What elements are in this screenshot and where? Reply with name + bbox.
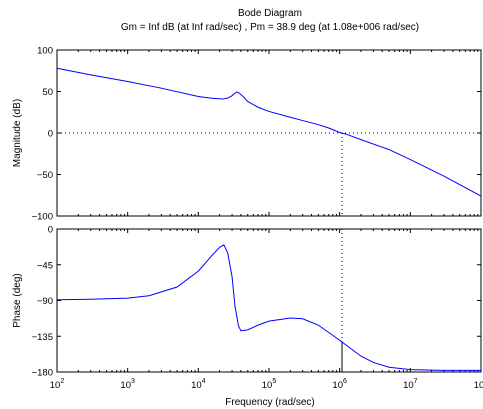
chart-title: Bode Diagram [238, 8, 302, 19]
y-tick-label: −50 [37, 170, 53, 181]
phase-ylabel: Phase (deg) [12, 273, 23, 327]
magnitude-ylabel: Magnitude (dB) [12, 99, 23, 167]
x-tick-label: 103 [120, 378, 135, 391]
y-tick-label: 0 [48, 225, 53, 236]
y-tick-label: −45 [37, 260, 53, 271]
chart-subtitle: Gm = Inf dB (at Inf rad/sec) , Pm = 38.9… [121, 22, 419, 33]
y-tick-label: −180 [32, 368, 53, 379]
y-tick-label: 0 [48, 129, 53, 140]
x-tick-label: 106 [332, 378, 347, 391]
y-tick-label: −135 [32, 332, 53, 343]
x-tick-label: 105 [262, 378, 277, 391]
x-tick-label: 104 [191, 378, 206, 391]
phase-x-ticks [56, 229, 482, 372]
x-axis-label: Frequency (rad/sec) [225, 397, 314, 408]
magnitude-curve [56, 67, 482, 197]
phase-axes-frame [56, 228, 482, 373]
y-tick-label: −100 [32, 212, 53, 223]
x-tick-label: 107 [403, 378, 418, 391]
y-tick-label: 100 [37, 46, 53, 57]
x-tick-label: 102 [50, 378, 65, 391]
x-tick-labels: 102 103 104 105 106 107 108 [50, 378, 483, 391]
phase-y-ticks: −180 −135 −90 −45 0 [32, 225, 481, 379]
magnitude-x-ticks [56, 50, 482, 216]
magnitude-panel: −100 −50 0 50 100 Magnitude (dB) [12, 46, 482, 223]
phase-curve [56, 244, 481, 371]
magnitude-y-ticks: −100 −50 0 50 100 [32, 46, 481, 223]
phase-panel: −180 −135 −90 −45 0 Phase (deg) [12, 225, 482, 379]
title-block: Bode Diagram Gm = Inf dB (at Inf rad/sec… [121, 8, 419, 33]
x-tick-label: 108 [474, 378, 483, 391]
y-tick-label: −90 [37, 296, 53, 307]
y-tick-label: 50 [42, 87, 53, 98]
